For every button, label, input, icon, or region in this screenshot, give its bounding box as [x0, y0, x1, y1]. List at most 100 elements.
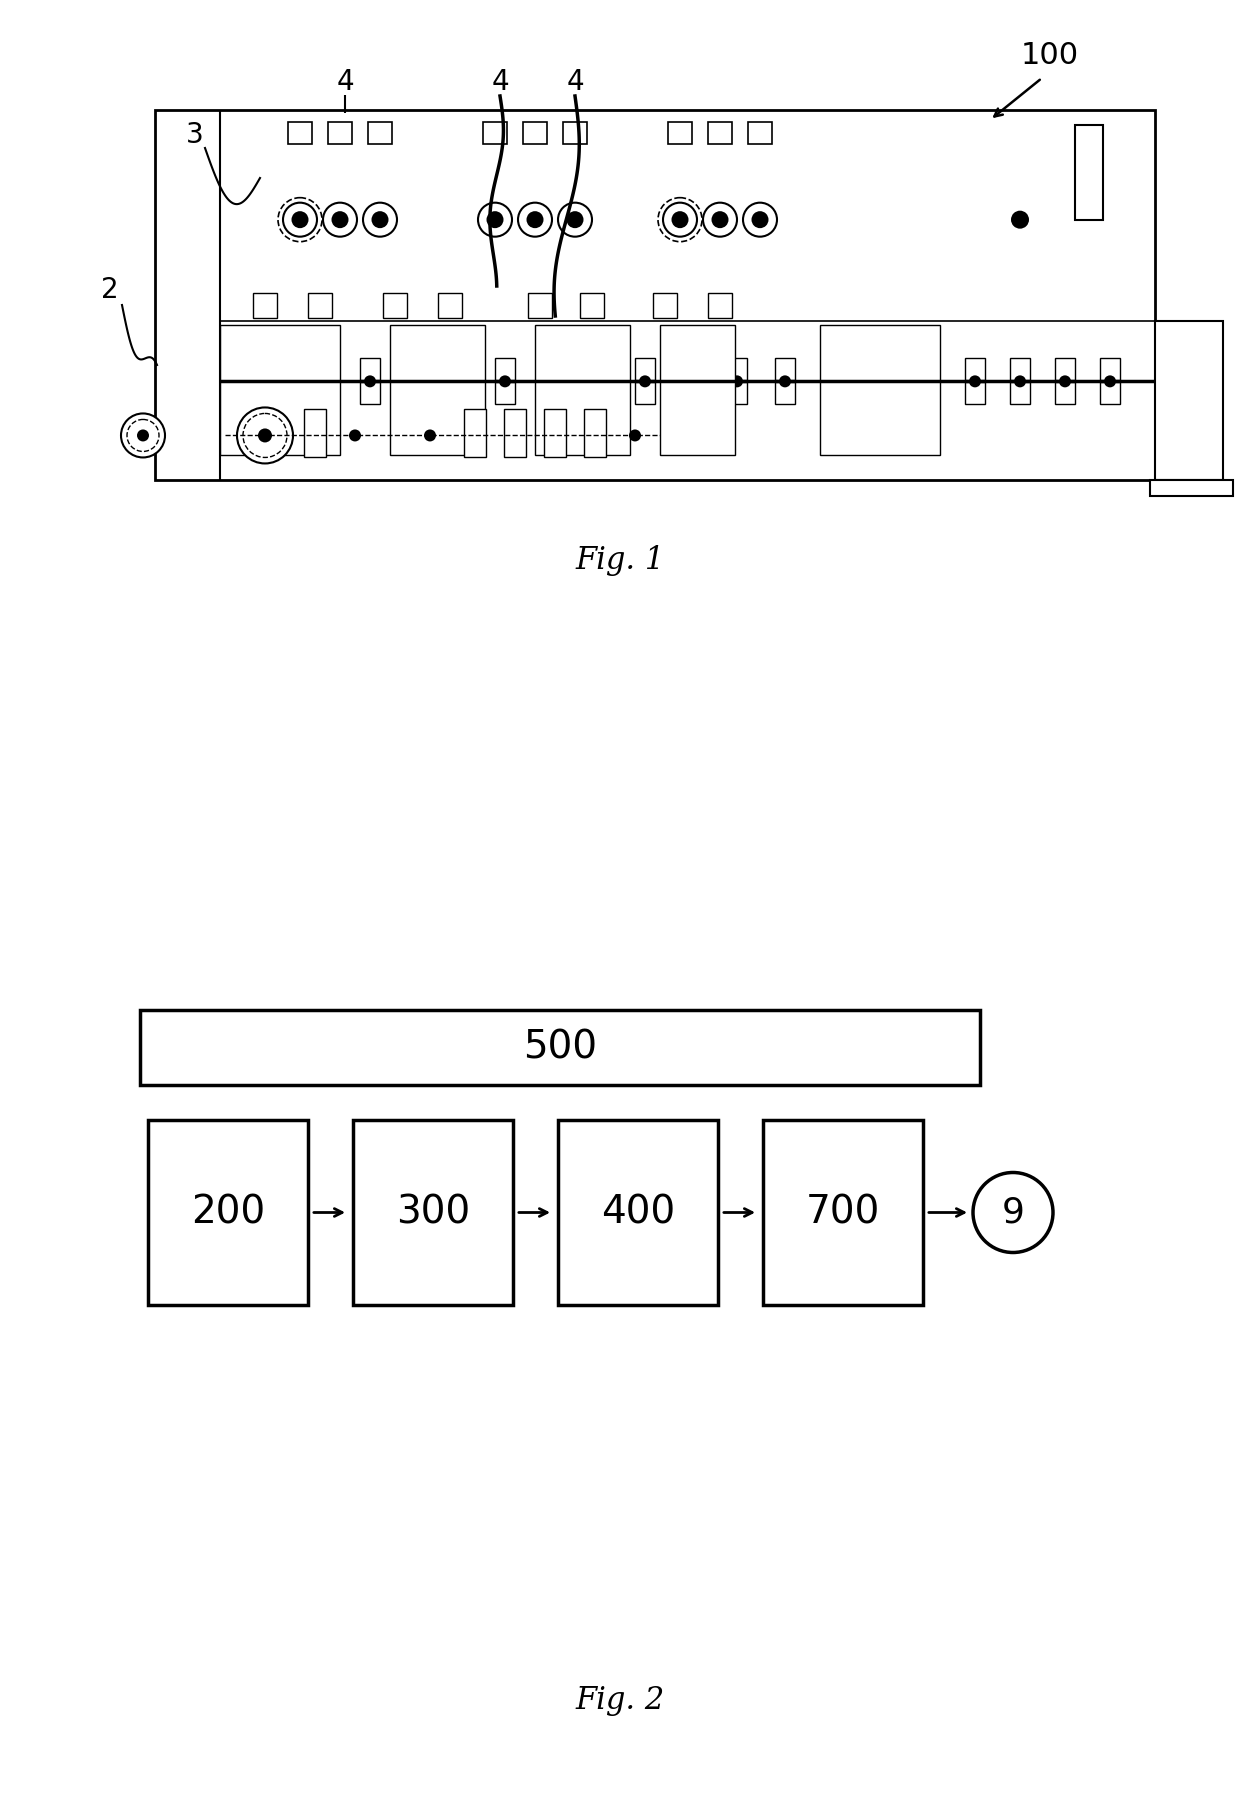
Bar — [653, 294, 677, 319]
Bar — [368, 122, 392, 144]
Bar — [1149, 481, 1233, 495]
Bar — [288, 122, 312, 144]
Circle shape — [527, 211, 543, 229]
Circle shape — [549, 429, 560, 441]
Circle shape — [639, 375, 651, 387]
Bar — [708, 294, 732, 319]
Circle shape — [314, 375, 326, 387]
Circle shape — [1104, 375, 1116, 387]
Circle shape — [258, 429, 272, 443]
Bar — [563, 122, 587, 144]
Bar — [635, 382, 655, 405]
Bar — [450, 358, 470, 380]
Circle shape — [703, 204, 737, 236]
Bar — [668, 122, 692, 144]
Bar — [450, 382, 470, 405]
Bar — [590, 382, 610, 405]
Bar — [523, 122, 547, 144]
Circle shape — [589, 429, 601, 441]
Bar — [438, 294, 463, 319]
Bar — [965, 358, 985, 380]
Circle shape — [498, 375, 511, 387]
Bar — [660, 324, 735, 456]
Text: 3: 3 — [186, 121, 203, 149]
Bar — [495, 358, 515, 380]
Circle shape — [136, 429, 149, 441]
Bar — [825, 358, 844, 380]
Bar — [682, 382, 702, 405]
Bar — [1154, 321, 1223, 481]
Text: Fig. 1: Fig. 1 — [575, 544, 665, 576]
Bar — [308, 294, 332, 319]
Text: 100: 100 — [1021, 40, 1079, 70]
Circle shape — [409, 375, 422, 387]
Bar — [1075, 124, 1104, 220]
Bar — [915, 358, 935, 380]
Circle shape — [973, 1172, 1053, 1252]
Bar — [304, 409, 326, 457]
Bar — [148, 1120, 308, 1306]
Circle shape — [968, 375, 981, 387]
Bar — [391, 324, 485, 456]
Bar — [1100, 358, 1120, 380]
Circle shape — [518, 204, 552, 236]
Bar — [868, 382, 888, 405]
Bar — [708, 122, 732, 144]
Bar — [155, 110, 1154, 481]
Bar — [1100, 382, 1120, 405]
Circle shape — [283, 204, 317, 236]
Circle shape — [424, 429, 436, 441]
Text: 4: 4 — [491, 68, 508, 95]
Circle shape — [558, 204, 591, 236]
Bar — [484, 122, 507, 144]
Bar — [820, 324, 940, 456]
Bar — [464, 409, 486, 457]
Text: 2: 2 — [102, 276, 119, 304]
Bar — [763, 1120, 923, 1306]
Circle shape — [454, 375, 466, 387]
Circle shape — [743, 204, 777, 236]
Circle shape — [237, 407, 293, 463]
Bar — [544, 409, 565, 457]
Bar — [965, 382, 985, 405]
Bar — [528, 294, 552, 319]
Bar — [228, 382, 248, 405]
Circle shape — [549, 375, 560, 387]
Circle shape — [830, 375, 841, 387]
Circle shape — [629, 429, 641, 441]
Circle shape — [348, 429, 361, 441]
Circle shape — [872, 375, 884, 387]
Circle shape — [779, 375, 791, 387]
Circle shape — [567, 211, 584, 229]
Circle shape — [363, 204, 397, 236]
Circle shape — [322, 204, 357, 236]
Bar — [546, 358, 565, 380]
Circle shape — [486, 211, 503, 229]
Circle shape — [477, 204, 512, 236]
Bar — [1011, 358, 1030, 380]
Bar — [635, 358, 655, 380]
Bar — [360, 358, 379, 380]
Circle shape — [469, 429, 481, 441]
Bar — [405, 382, 425, 405]
Bar — [727, 382, 746, 405]
Circle shape — [751, 211, 769, 229]
Circle shape — [672, 211, 688, 229]
Bar — [219, 324, 340, 456]
Bar — [503, 409, 526, 457]
Bar — [682, 358, 702, 380]
Circle shape — [365, 375, 376, 387]
Bar — [915, 382, 935, 405]
Bar — [825, 382, 844, 405]
Text: 300: 300 — [396, 1194, 470, 1232]
Bar — [580, 294, 604, 319]
Bar — [590, 358, 610, 380]
Circle shape — [122, 414, 165, 457]
Bar — [253, 294, 277, 319]
Text: 700: 700 — [806, 1194, 880, 1232]
Circle shape — [372, 211, 388, 229]
Text: 9: 9 — [1002, 1196, 1024, 1230]
Circle shape — [686, 375, 698, 387]
Circle shape — [919, 375, 931, 387]
Circle shape — [508, 429, 521, 441]
